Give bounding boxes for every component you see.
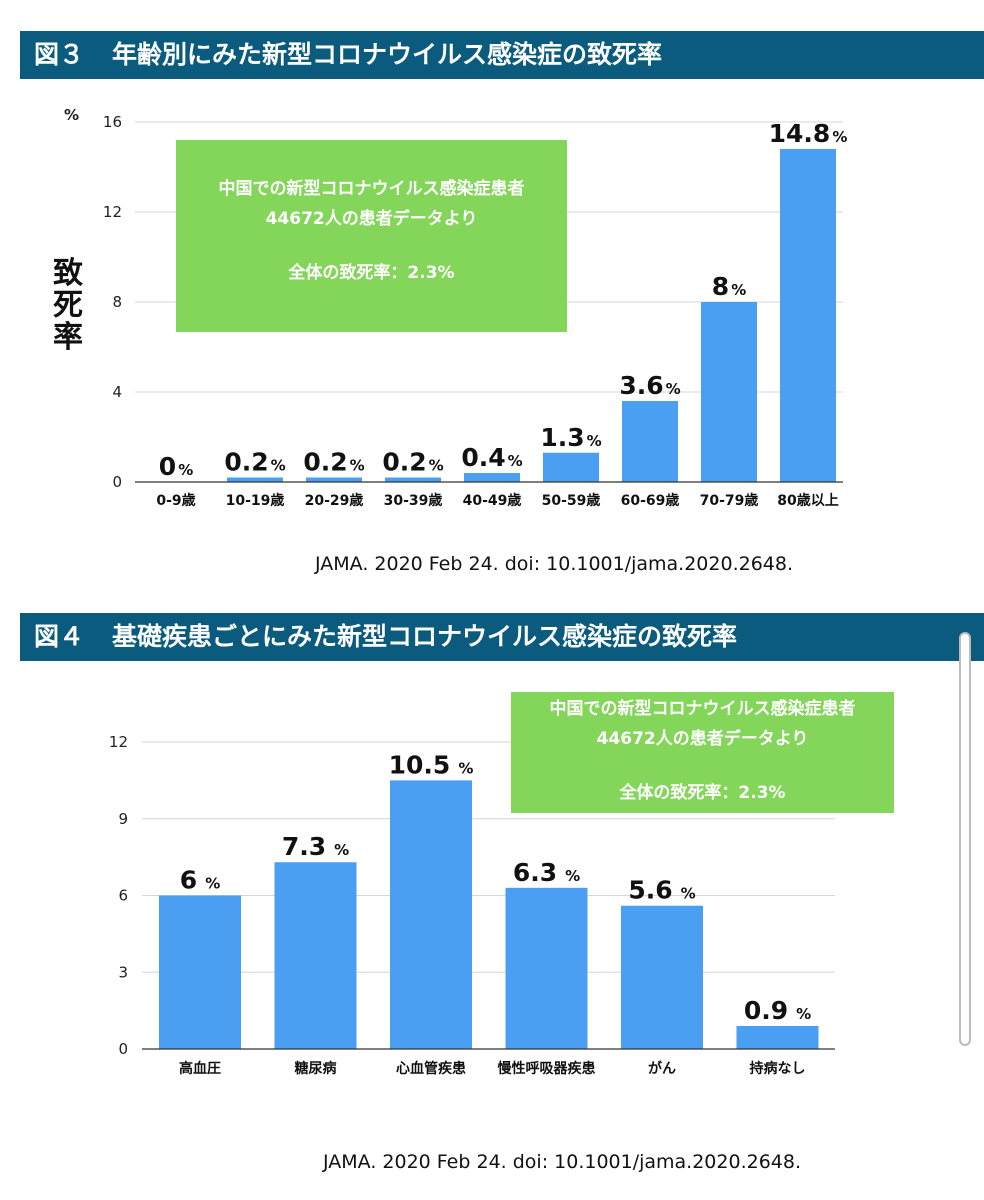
figure3-note-box: 中国での新型コロナウイルス感染症患者 44672人の患者データより 全体の致死率… (176, 140, 567, 332)
bar (306, 477, 362, 482)
data-label: 8% (712, 272, 746, 301)
note-line: 中国での新型コロナウイルス感染症患者 (218, 179, 525, 199)
x-tick-label: 70-79歳 (700, 492, 759, 509)
note-line: 全体の致死率：2.3% (619, 783, 786, 803)
x-tick-label: 50-59歳 (542, 492, 601, 509)
data-label: 10.5% (389, 750, 474, 779)
x-tick-label: 60-69歳 (621, 492, 680, 509)
bar (390, 780, 472, 1049)
y-tick-label: 6 (118, 887, 128, 905)
data-label: 0.2% (224, 448, 285, 477)
figure3-citation: JAMA. 2020 Feb 24. doi: 10.1001/jama.202… (315, 553, 794, 575)
figure3-y-axis-label: 致 死 率 (48, 258, 88, 354)
figure3-chart: 0 4 8 12 16% 0 % 0-9歳 0.2 % 10-19歳 0.2 % 20-29歳 0.2 % 30… (64, 106, 848, 509)
data-label: 7.3% (282, 832, 349, 861)
bar (701, 302, 757, 482)
note-line: 全体の致死率：2.3% (288, 263, 455, 283)
data-label: 3.6% (619, 371, 680, 400)
bar (274, 862, 357, 1049)
bar (385, 477, 441, 482)
y-unit-label: % (64, 106, 79, 124)
data-label: 0.2% (303, 448, 364, 477)
bar (736, 1025, 819, 1049)
figure4-note-box: 中国での新型コロナウイルス感染症患者 44672人の患者データより 全体の致死率… (511, 692, 894, 813)
data-label: 5.6% (628, 876, 695, 905)
ylabel-char: 率 (53, 320, 83, 355)
x-tick-label: 慢性呼吸器疾患 (498, 1060, 596, 1077)
x-tick-label: 30-39歳 (384, 492, 443, 509)
x-tick-label: 40-49歳 (463, 492, 522, 509)
figure4-citation: JAMA. 2020 Feb 24. doi: 10.1001/jama.202… (323, 1151, 802, 1173)
bar (505, 887, 588, 1049)
y-tick-label: 8 (112, 293, 122, 311)
note-line: 44672人の患者データより (265, 209, 478, 229)
bar (543, 452, 599, 482)
data-label: 0% (159, 452, 193, 481)
bar (159, 895, 241, 1049)
x-tick-label: 80歳以上 (777, 492, 838, 509)
y-tick-label: 0 (118, 1040, 128, 1058)
figure4-header: 図４ 基礎疾患ごとにみた新型コロナウイルス感染症の致死率 (20, 613, 984, 661)
figure3-number: 図３ (34, 40, 85, 69)
x-tick-label: 0-9歳 (156, 492, 195, 509)
y-tick-label: 16 (103, 113, 122, 131)
x-tick-label: 高血圧 (179, 1060, 221, 1077)
y-tick-label: 12 (103, 203, 122, 221)
vertical-scrollbar[interactable] (959, 632, 971, 1046)
ylabel-char: 致 (53, 256, 83, 291)
x-tick-label: 心血管疾患 (396, 1060, 466, 1077)
y-tick-label: 4 (112, 383, 122, 401)
y-tick-label: 12 (109, 733, 128, 751)
figure3-title: 年齢別にみた新型コロナウイルス感染症の致死率 (112, 40, 663, 69)
figure4-chart: 0 3 6 9 12 6 % 高血圧 7.3 % 糖尿病 10.5 % 心血管疾患 6.3 % 慢性呼吸器疾患 5… (109, 733, 835, 1077)
bar (621, 905, 703, 1049)
x-tick-label: 糖尿病 (295, 1060, 337, 1077)
data-label: 0.4% (461, 443, 522, 472)
data-label: 14.8% (769, 119, 848, 148)
data-label: 0.9% (744, 996, 811, 1025)
y-tick-label: 9 (118, 810, 128, 828)
data-label: 6% (180, 866, 220, 895)
bar (227, 477, 283, 482)
note-line: 44672人の患者データより (596, 729, 809, 749)
x-tick-label: がん (648, 1060, 676, 1077)
bar (464, 473, 520, 482)
data-label: 6.3% (513, 858, 580, 887)
x-tick-label: 20-29歳 (305, 492, 364, 509)
bar (622, 401, 678, 482)
y-tick-label: 0 (112, 473, 122, 491)
x-tick-label: 持病なし (750, 1060, 806, 1077)
figure3-header: 図３ 年齢別にみた新型コロナウイルス感染症の致死率 (20, 31, 984, 79)
data-label: 1.3% (540, 423, 601, 452)
figure4-number: 図４ (34, 622, 85, 651)
ylabel-char: 死 (53, 288, 83, 323)
note-line: 中国での新型コロナウイルス感染症患者 (549, 699, 856, 719)
figure4-title: 基礎疾患ごとにみた新型コロナウイルス感染症の致死率 (112, 622, 738, 651)
bar (780, 149, 836, 482)
x-tick-label: 10-19歳 (226, 492, 285, 509)
y-tick-label: 3 (118, 963, 128, 981)
data-label: 0.2% (382, 448, 443, 477)
